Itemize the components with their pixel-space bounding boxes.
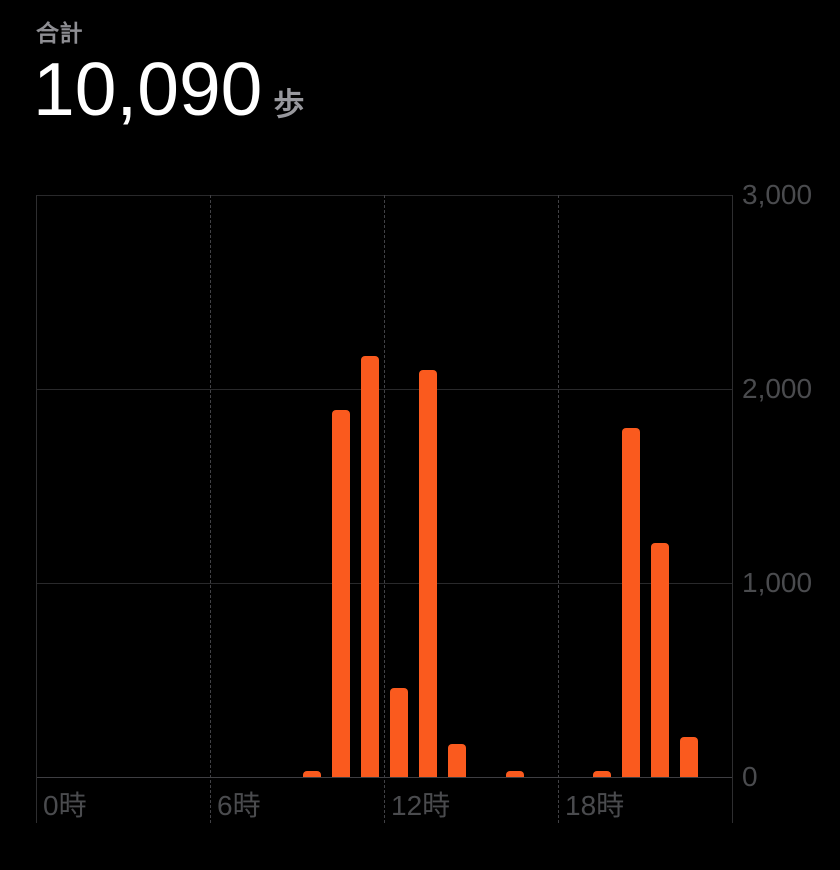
total-value-row: 10,090 歩 [33,52,304,127]
hour-gridline-6 [210,195,211,823]
bar-hour-20[interactable] [621,427,640,777]
bar-hour-14[interactable] [447,744,466,777]
x-axis-label-0h: 0時 [43,790,87,821]
bar-hour-9[interactable] [302,771,321,777]
y-axis-label-3000: 3,000 [742,179,813,210]
y-axis-label-1000: 1,000 [742,567,813,598]
x-axis-label-12h: 12時 [391,790,451,821]
plot-left-border [36,195,37,823]
bar-hour-13[interactable] [418,369,437,777]
bar-hour-22[interactable] [679,737,698,777]
total-label: 合計 [36,20,83,46]
bar-hour-19[interactable] [592,771,611,777]
bar-hour-16[interactable] [505,771,524,777]
hour-gridline-12 [384,195,385,823]
y-axis-label-2000: 2,000 [742,373,813,404]
bar-hour-12[interactable] [389,687,408,777]
plot-right-border [732,195,733,823]
y-axis-label-0: 0 [742,761,758,792]
bar-hour-21[interactable] [650,543,669,777]
hour-gridline-18 [558,195,559,823]
bar-hour-10[interactable] [331,410,350,777]
total-steps-value: 10,090 [33,47,263,131]
x-axis-label-6h: 6時 [217,790,261,821]
total-steps-unit: 歩 [273,87,305,122]
bar-hour-11[interactable] [360,356,379,777]
x-axis-label-18h: 18時 [565,790,625,821]
